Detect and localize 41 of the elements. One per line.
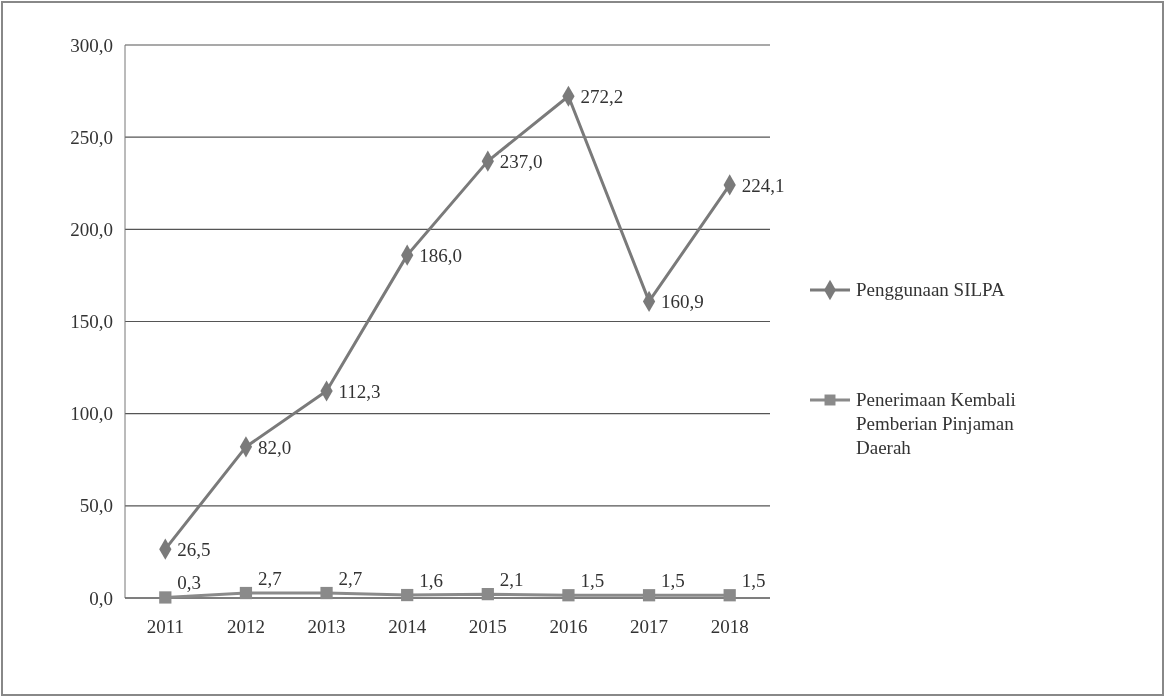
y-tick-label: 150,0 xyxy=(70,311,113,333)
data-label: 272,2 xyxy=(580,86,624,108)
y-tick-label: 250,0 xyxy=(70,126,113,148)
y-tick-label: 100,0 xyxy=(70,403,113,425)
point xyxy=(723,589,736,602)
point xyxy=(239,586,253,600)
data-label: 1,5 xyxy=(661,570,685,592)
point xyxy=(481,588,494,601)
data-label: 2,7 xyxy=(338,568,363,590)
data-label: 2,7 xyxy=(257,568,282,590)
x-tick-label: 2016 xyxy=(549,616,588,637)
point xyxy=(320,586,333,600)
x-tick-label: 2013 xyxy=(307,616,346,637)
legend-label: Penerimaan Kembali Pemberian Pinjaman Daerah xyxy=(856,389,1016,458)
y-tick-label: 200,0 xyxy=(70,218,113,240)
y-tick-label: 0,0 xyxy=(89,587,113,609)
data-label: 1,5 xyxy=(580,570,605,592)
x-tick-label: 2015 xyxy=(468,616,507,637)
data-label: 1,5 xyxy=(741,570,766,592)
data-label: 160,9 xyxy=(661,291,704,313)
point xyxy=(401,588,414,602)
data-label: 2,1 xyxy=(499,569,524,591)
data-label: 237,0 xyxy=(499,151,543,173)
point xyxy=(562,589,575,602)
data-label: 1,6 xyxy=(419,570,443,592)
data-label: 186,0 xyxy=(419,245,462,267)
y-tick-label: 300,0 xyxy=(70,34,113,56)
data-label: 82,0 xyxy=(257,436,292,458)
y-tick-label: 50,0 xyxy=(79,495,113,517)
x-tick-label: 2014 xyxy=(388,616,427,637)
data-label: 26,5 xyxy=(177,539,211,561)
point xyxy=(642,589,656,602)
data-label: 224,1 xyxy=(741,174,785,196)
data-label: 112,3 xyxy=(338,380,381,402)
point xyxy=(159,591,172,604)
x-tick-label: 2018 xyxy=(710,616,749,637)
x-tick-label: 2011 xyxy=(146,616,184,637)
x-tick-label: 2017 xyxy=(630,616,669,637)
legend-label: Penggunaan SILPA xyxy=(856,279,1005,300)
data-label: 0,3 xyxy=(177,572,202,594)
x-tick-label: 2012 xyxy=(226,616,265,637)
